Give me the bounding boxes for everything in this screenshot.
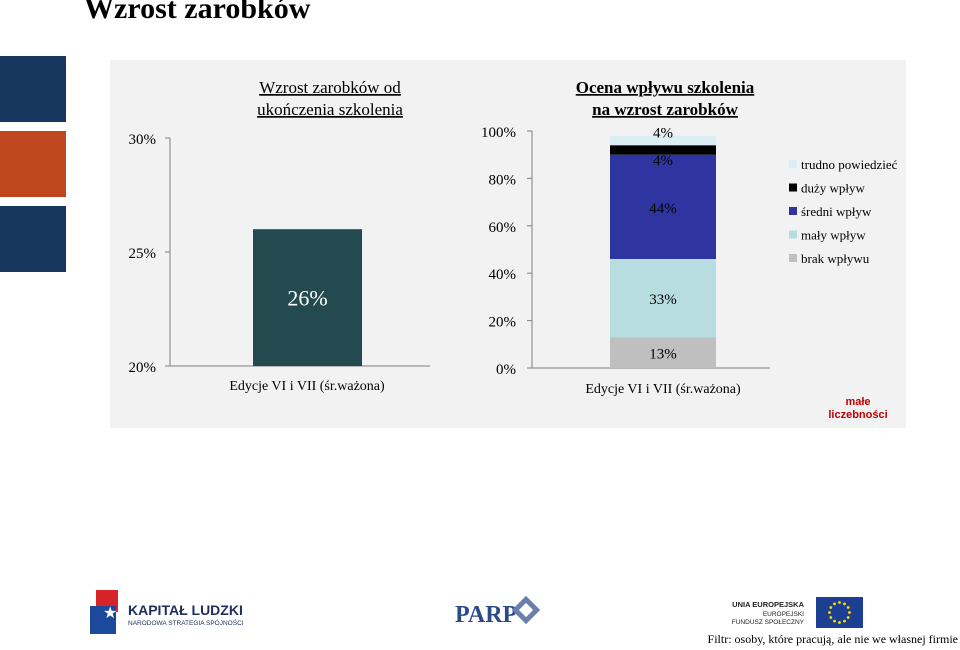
chart2-segment-3: [610, 145, 716, 155]
kapital-logo-line2: NARODOWA STRATEGIA SPÓJNOŚCI: [128, 618, 244, 627]
kapital-logo-line1: KAPITAŁ LUDZKI: [128, 602, 243, 618]
chart2-segment-0: [610, 337, 716, 368]
ue-logo: UNIA EUROPEJSKA EUROPEJSKI FUNDUSZ SPOŁE…: [732, 597, 863, 628]
chart2-y-tick-label: 60%: [489, 220, 517, 236]
eu-star: [829, 616, 833, 619]
footer-note: Filtr: osoby, które pracują, ale nie we …: [707, 632, 958, 646]
eu-star: [838, 601, 841, 604]
kapital-logo-star-icon: ★: [103, 605, 117, 622]
eu-star: [843, 602, 846, 606]
chart2-segment-4: [610, 135, 716, 146]
chart2-segment-label-2: 44%: [649, 201, 677, 217]
eu-star: [843, 619, 846, 623]
chart2-title-line1: Ocena wpływu szkolenia: [576, 78, 755, 97]
chart1-bar-value-label: 26%: [287, 286, 327, 311]
legend-swatch: [789, 183, 797, 192]
ue-logo-line2: EUROPEJSKI: [763, 611, 804, 618]
chart2-segment-label-3: 4%: [653, 153, 673, 169]
chart2-segment-1: [610, 258, 716, 338]
eu-star: [838, 621, 841, 624]
chart2-category-label: Edycje VI i VII (śr.ważona): [585, 382, 741, 397]
parp-logo-diamond-inner-icon: [518, 602, 534, 618]
eu-star: [833, 619, 836, 623]
ue-logo-line1: UNIA EUROPEJSKA: [732, 600, 804, 609]
legend-label: mały wpływ: [801, 228, 866, 243]
chart1-bar: [253, 229, 362, 366]
legend-swatch: [789, 230, 797, 239]
chart1-plot: 20% 25% 30% 26% Edycje VI i VII (śr.ważona): [129, 132, 430, 394]
chart2-y-tick-label: 80%: [489, 172, 517, 188]
annotation-line2: liczebności: [828, 409, 887, 421]
annotation-line1: małe: [845, 396, 870, 408]
legend-label: średni wpływ: [801, 204, 872, 219]
chart2-y-tick-label: 0%: [496, 362, 516, 378]
eu-star: [848, 611, 851, 614]
side-bar-bottom: [0, 206, 66, 272]
parp-logo-text: PARP: [455, 602, 517, 628]
legend-label: duży wpływ: [801, 181, 866, 196]
chart1-y-tick-label: 25%: [129, 246, 157, 262]
side-bar-top: [0, 56, 66, 122]
kapital-logo-shape-blue: [90, 606, 116, 634]
chart2-legend: trudno powiedzieć duży wpływ średni wpływ m…: [789, 157, 898, 266]
chart1-title-line1: Wzrost zarobków od: [259, 78, 401, 97]
chart1-category-label: Edycje VI i VII (śr.ważona): [229, 379, 385, 394]
kapital-ludzki-logo: ★ KAPITAŁ LUDZKI NARODOWA STRATEGIA SPÓJ…: [90, 590, 244, 634]
ue-logo-line3: FUNDUSZ SPOŁECZNY: [732, 619, 805, 626]
chart2-segment-label-4: 4%: [653, 126, 673, 142]
chart1-y-tick-label: 30%: [129, 132, 157, 148]
chart2-segment-2: [610, 154, 716, 259]
page-title: Wzrost zarobków: [84, 0, 311, 25]
legend-label: trudno powiedzieć: [801, 157, 898, 172]
eu-star: [829, 606, 833, 609]
eu-stars: [828, 601, 851, 624]
chart2-y-tick-label: 100%: [481, 125, 516, 141]
chart2-plot: 0% 20% 40% 60% 80% 100% 13% 33% 44% 4% 4% Edycje VI…: [481, 125, 770, 397]
chart1-y-tick-label: 20%: [129, 360, 157, 376]
parp-logo: PARP: [455, 595, 541, 628]
chart-panel: [110, 60, 906, 428]
chart2-segment-label-0: 13%: [649, 347, 677, 363]
legend-swatch: [789, 254, 797, 262]
eu-star: [846, 616, 850, 619]
side-bar-middle: [0, 131, 66, 197]
legend-swatch: [789, 160, 797, 168]
chart1-title-line2: ukończenia szkolenia: [257, 100, 403, 119]
chart2-title-line2: na wzrost zarobków: [592, 100, 738, 119]
legend-label: brak wpływu: [801, 251, 870, 266]
eu-star: [846, 606, 850, 609]
chart2-y-tick-label: 40%: [489, 267, 517, 283]
eu-star: [833, 602, 836, 606]
eu-star: [828, 611, 831, 614]
legend-swatch: [789, 207, 797, 215]
chart2-segment-label-1: 33%: [649, 292, 677, 308]
chart2-y-tick-label: 20%: [489, 315, 517, 331]
